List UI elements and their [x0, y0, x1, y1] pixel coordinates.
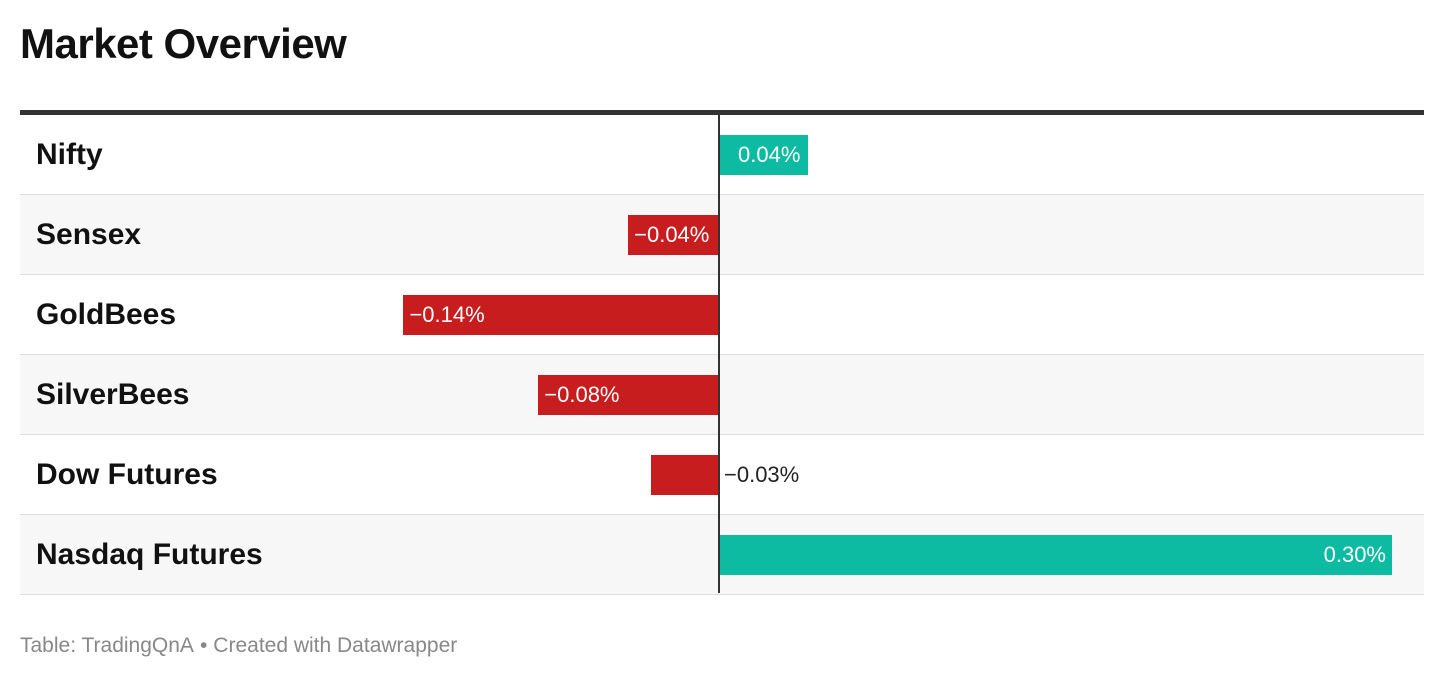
- footer-source: Table: TradingQnA: [20, 634, 194, 657]
- row-label: Sensex: [36, 218, 142, 251]
- table-row: Nasdaq Futures 0.30%: [20, 515, 1424, 595]
- footer-credit: Table: TradingQnA • Created with Datawrapp…: [20, 634, 457, 658]
- table-row: Sensex −0.04%: [20, 195, 1424, 275]
- negative-bar: [403, 295, 718, 335]
- row-label: SilverBees: [36, 378, 190, 411]
- row-label: Nasdaq Futures: [36, 538, 263, 571]
- bar-value-label: 0.30%: [1323, 542, 1386, 567]
- chart-title: Market Overview: [20, 20, 347, 67]
- table-row: GoldBees −0.14%: [20, 275, 1424, 355]
- table-row: SilverBees −0.08%: [20, 355, 1424, 435]
- bar-value-label: −0.08%: [544, 382, 620, 407]
- bar-value-label: −0.14%: [409, 302, 485, 327]
- footer-credit-text: Created with Datawrapper: [213, 634, 458, 657]
- bar-value-label: 0.04%: [738, 142, 801, 167]
- negative-bar: [538, 375, 718, 415]
- bar-value-label: −0.03%: [724, 462, 800, 487]
- negative-bar: [628, 215, 718, 255]
- row-label: GoldBees: [36, 298, 177, 331]
- row-label: Nifty: [36, 138, 103, 171]
- table-row: Dow Futures −0.03%: [20, 435, 1424, 515]
- row-label: Dow Futures: [36, 458, 218, 491]
- bar-table: Nifty 0.04% Sensex −0.04% GoldBees −0.14% Silv…: [20, 110, 1424, 595]
- negative-bar: [650, 455, 718, 495]
- footer-separator: •: [199, 634, 208, 657]
- positive-bar: [718, 135, 808, 175]
- table-row: Nifty 0.04%: [20, 115, 1424, 195]
- bar-value-label: −0.04%: [634, 222, 710, 247]
- positive-bar: [718, 535, 1392, 575]
